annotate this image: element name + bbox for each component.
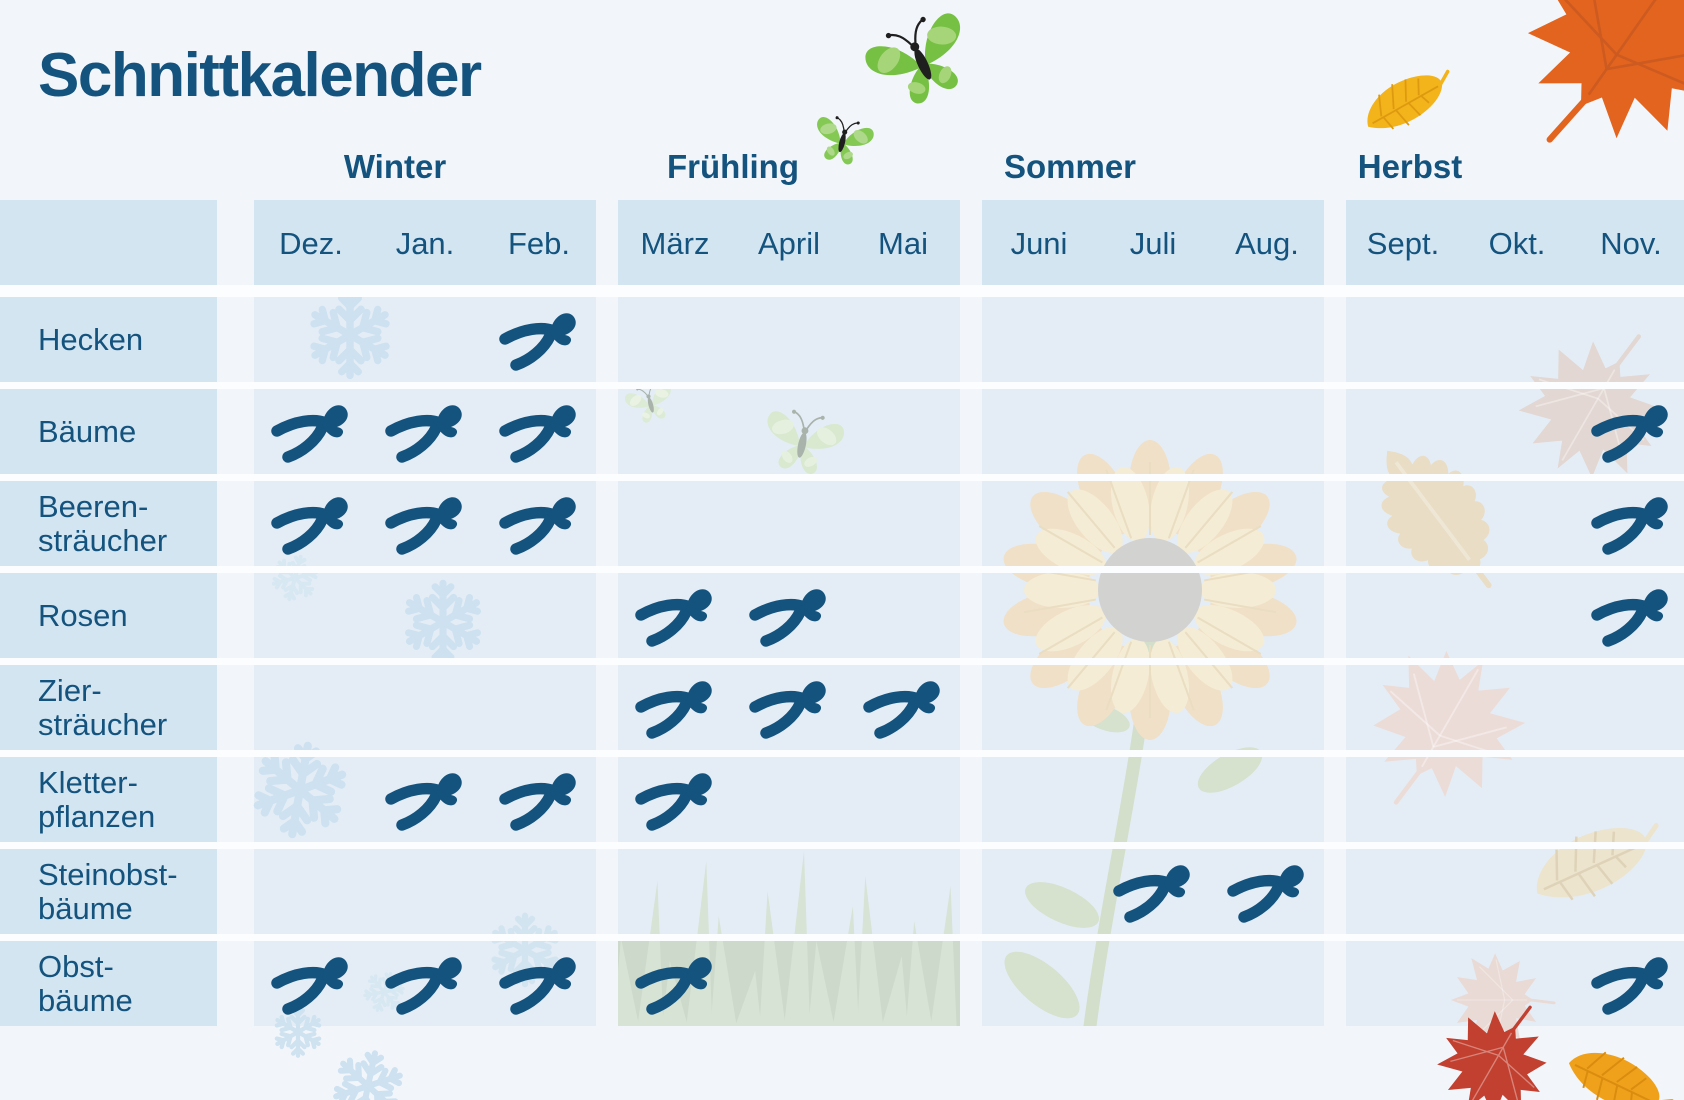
season-month-bar	[1346, 200, 1684, 285]
table-cell	[254, 389, 596, 474]
table-cell	[618, 665, 960, 750]
row-gap	[0, 842, 1684, 849]
row-gap	[0, 658, 1684, 665]
season-header-2: Frühling	[667, 148, 799, 185]
row-label-cell: Zier- sträucher	[0, 665, 217, 750]
month-label: Aug.	[1235, 225, 1299, 261]
row-label-cell: Kletter- pflanzen	[0, 757, 217, 842]
birch-leaf-icon	[1344, 55, 1466, 153]
month-label: Mai	[878, 225, 928, 261]
month-label: Dez.	[279, 225, 343, 261]
month-label: März	[640, 225, 710, 261]
row-label-cell: Rosen	[0, 573, 217, 658]
month-label: April	[757, 225, 821, 261]
row-label-header-cell	[0, 200, 217, 285]
maple-leaf-icon	[1461, 0, 1684, 212]
birch-leaf-icon	[1543, 1017, 1684, 1100]
table-cell	[618, 573, 960, 658]
month-label: Nov.	[1600, 225, 1662, 261]
season-month-bar	[254, 200, 596, 285]
page-title: Schnittkalender	[38, 41, 482, 110]
season-header-4: Herbst	[1357, 148, 1463, 185]
butterfly-icon	[804, 100, 882, 178]
month-label: Juli	[1129, 225, 1177, 261]
row-gap	[0, 285, 1684, 297]
month-label: Feb.	[507, 225, 571, 261]
season-month-bar	[618, 200, 960, 285]
table-cell	[982, 297, 1324, 382]
table-cell	[618, 297, 960, 382]
maple-leaf-icon	[1414, 973, 1579, 1100]
row-label-cell: Steinobst- bäume	[0, 849, 217, 934]
month-label: Jan.	[395, 225, 455, 261]
row-gap	[0, 750, 1684, 757]
butterfly-icon	[846, 0, 995, 132]
row-gap	[0, 566, 1684, 573]
row-gap	[0, 382, 1684, 389]
row-label-cell: Bäume	[0, 389, 217, 474]
season-month-bar	[982, 200, 1324, 285]
row-label-cell: Beeren- sträucher	[0, 481, 217, 566]
row-label-cell: Obst- bäume	[0, 941, 217, 1026]
table-cell	[618, 757, 960, 842]
season-header-3: Sommer	[1003, 148, 1137, 185]
table-cell	[618, 481, 960, 566]
month-label: Okt.	[1488, 225, 1546, 261]
month-label: Sept.	[1366, 225, 1440, 261]
month-label: Juni	[1010, 225, 1068, 261]
season-header-1: Winter	[343, 148, 447, 185]
row-label-cell: Hecken	[0, 297, 217, 382]
